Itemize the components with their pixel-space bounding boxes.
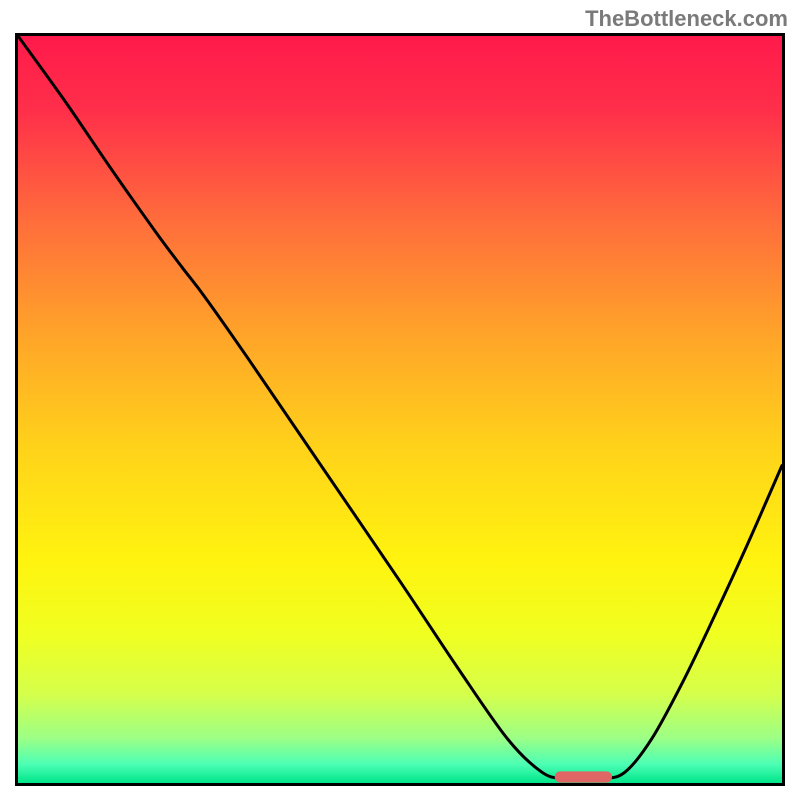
optimal-marker bbox=[555, 771, 612, 782]
curve-layer bbox=[18, 36, 782, 783]
watermark-text: TheBottleneck.com bbox=[585, 6, 788, 32]
chart-container: TheBottleneck.com bbox=[0, 0, 800, 800]
bottleneck-curve bbox=[18, 36, 782, 779]
plot-area bbox=[15, 33, 785, 786]
